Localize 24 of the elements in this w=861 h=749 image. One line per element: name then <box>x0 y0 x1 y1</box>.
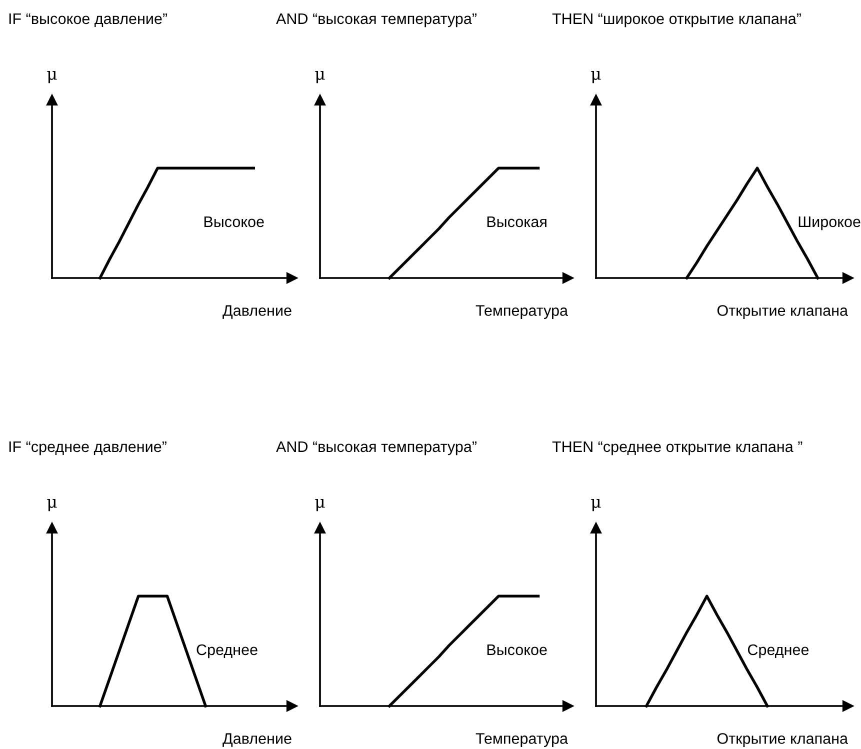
series-label: Среднее <box>748 644 809 658</box>
y-axis-title: μ <box>47 499 57 512</box>
y-axis-title: μ <box>315 71 325 84</box>
y-axis-title: μ <box>591 499 601 512</box>
chart-title: THEN “среднее открытие клапана ” <box>552 441 802 456</box>
x-axis-title: Давление <box>222 733 292 747</box>
chart-title: IF “высокое давление” <box>9 13 167 27</box>
series-label: Среднее <box>196 644 258 658</box>
x-axis-title: Открытие клапана <box>717 733 848 747</box>
x-axis-title: Температура <box>476 305 568 319</box>
y-axis-title: μ <box>591 71 601 84</box>
x-axis-title: Открытие клапана <box>717 305 848 319</box>
chart-title: THEN “широкое открытие клапана” <box>552 13 801 28</box>
x-axis-title: Давление <box>222 305 292 319</box>
text: Высокое <box>204 216 264 228</box>
series-label: Широкое <box>798 216 860 230</box>
chart-title: AND “высокая температура” <box>276 441 476 456</box>
y-axis-title: μ <box>315 499 325 512</box>
series-label: Высокая <box>487 216 546 228</box>
series-label: Высокое <box>487 644 547 656</box>
chart-title: AND “высокая температура” <box>276 13 476 28</box>
x-axis-title: Температура <box>476 733 568 747</box>
chart-title: IF “среднее давление” <box>9 441 166 456</box>
y-axis-title: μ <box>47 71 57 84</box>
